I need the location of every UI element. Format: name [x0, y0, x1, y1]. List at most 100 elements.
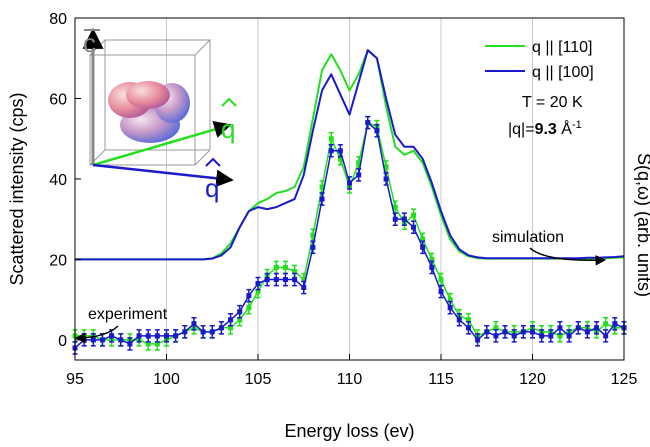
x-axis-label: Energy loss (ev) — [284, 421, 414, 441]
y-tick-label: 60 — [49, 91, 67, 108]
data-point — [328, 136, 334, 142]
data-point — [246, 293, 252, 299]
data-point — [511, 333, 517, 339]
y-tick-label: 40 — [49, 172, 67, 189]
data-point — [584, 329, 590, 335]
data-point — [301, 285, 307, 291]
data-point — [228, 317, 234, 323]
inset-label: q — [221, 114, 235, 144]
y-tick-label: 0 — [58, 333, 67, 350]
y-tick-label: 20 — [49, 252, 67, 269]
data-point — [420, 244, 426, 250]
data-point — [429, 256, 435, 262]
data-point — [218, 325, 224, 331]
data-point — [301, 277, 307, 283]
data-point — [136, 333, 142, 339]
data-point — [383, 176, 389, 182]
x-tick-label: 105 — [245, 371, 272, 388]
inset: c q q — [82, 27, 237, 203]
x-tick-label: 95 — [66, 371, 84, 388]
data-point — [292, 268, 298, 274]
y-tick-label: 80 — [49, 11, 67, 28]
legend-label: q || [110] — [532, 39, 593, 56]
data-point — [173, 333, 179, 339]
inset-label: q — [205, 173, 219, 203]
data-point — [264, 277, 270, 283]
annotation: simulation — [492, 229, 564, 246]
data-point — [557, 325, 563, 331]
annotation: T = 20 K — [522, 94, 583, 111]
data-point — [347, 180, 352, 186]
data-point — [548, 333, 554, 339]
data-point — [145, 341, 151, 347]
data-point — [603, 333, 609, 339]
data-point — [401, 216, 407, 222]
data-point — [182, 329, 188, 335]
data-point — [310, 232, 316, 238]
arrow — [74, 325, 119, 344]
data-point — [255, 281, 261, 287]
data-point — [154, 333, 160, 339]
annotation-part: -1 — [572, 119, 582, 131]
legend-label: q || [100] — [532, 64, 594, 81]
data-point — [493, 325, 499, 331]
data-point — [356, 172, 362, 178]
data-point — [520, 329, 526, 335]
data-point — [273, 264, 279, 270]
data-point — [456, 317, 462, 323]
data-point — [612, 321, 618, 327]
data-point — [209, 329, 215, 335]
data-point — [228, 325, 234, 331]
data-point — [411, 212, 417, 218]
x-tick-label: 115 — [428, 371, 454, 388]
data-point — [493, 333, 499, 339]
axes: 95 100 105 110 115 120 125 0 20 40 60 80 — [49, 11, 637, 388]
data-point — [237, 309, 243, 315]
data-point — [465, 317, 471, 323]
annotation-part: 9.3 — [535, 121, 557, 138]
data-point — [255, 289, 261, 295]
data-point — [191, 321, 197, 327]
data-point — [557, 333, 563, 339]
data-point — [383, 164, 389, 170]
data-point — [237, 317, 243, 323]
data-point — [392, 204, 398, 210]
annotation: |q|=9.3 Å-1 — [508, 119, 582, 138]
data-point — [566, 333, 572, 339]
data-point — [484, 329, 490, 335]
legend: q || [110] q || [100] — [485, 39, 594, 81]
data-point — [127, 341, 133, 347]
data-point — [145, 333, 151, 339]
inset-label: c — [83, 28, 96, 58]
data-point — [420, 236, 426, 242]
y-axis-label: Scattered intensity (cps) — [7, 92, 27, 285]
data-point — [154, 341, 160, 347]
data-point — [246, 305, 252, 311]
x-tick-label: 110 — [337, 371, 363, 388]
data-point — [438, 277, 444, 283]
data-point — [109, 333, 115, 339]
data-point — [310, 244, 316, 250]
data-point — [447, 305, 453, 311]
arrow — [529, 247, 607, 266]
x-tick-label: 120 — [519, 371, 546, 388]
data-point — [282, 264, 288, 270]
data-point — [465, 325, 471, 331]
data-point — [200, 329, 206, 335]
data-point — [575, 325, 581, 331]
annotation: experiment — [88, 306, 168, 323]
annotation-part: Å — [557, 119, 572, 138]
data-point — [282, 277, 288, 283]
data-point — [594, 325, 600, 331]
data-point — [392, 216, 398, 222]
data-point — [164, 333, 169, 339]
data-point — [337, 156, 343, 162]
data-point — [319, 184, 325, 190]
data-point — [447, 297, 453, 303]
data-point — [411, 224, 417, 230]
data-point — [374, 128, 380, 134]
data-point — [356, 160, 362, 166]
data-point — [502, 329, 508, 335]
y2-axis-label: S(q,ω) (arb. units) — [634, 153, 650, 297]
